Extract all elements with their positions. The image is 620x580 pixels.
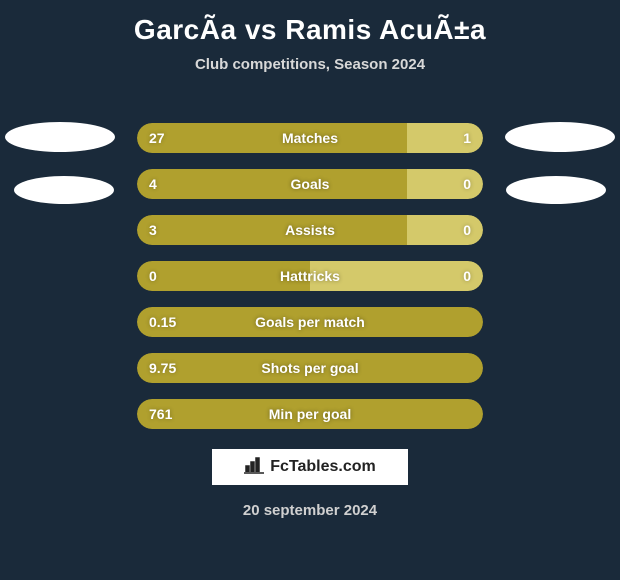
stat-value-left: 9.75 (149, 353, 176, 383)
stat-label: Shots per goal (137, 353, 483, 383)
stat-label: Goals per match (137, 307, 483, 337)
team-right-badge-2 (506, 176, 606, 204)
stat-value-left: 27 (149, 123, 165, 153)
chart-icon (244, 456, 264, 479)
watermark: FcTables.com (210, 447, 410, 487)
stat-label: Matches (137, 123, 483, 153)
stat-value-right: 1 (463, 123, 471, 153)
stat-value-left: 761 (149, 399, 172, 429)
stat-row: Assists3 0 (137, 215, 483, 245)
stat-value-right: 0 (463, 261, 471, 291)
date-text: 20 september 2024 (0, 502, 620, 519)
stat-label: Min per goal (137, 399, 483, 429)
stat-row: Matches27 1 (137, 123, 483, 153)
stat-label: Assists (137, 215, 483, 245)
stat-value-left: 4 (149, 169, 157, 199)
stat-value-right: 0 (463, 169, 471, 199)
stat-value-left: 0.15 (149, 307, 176, 337)
stat-value-left: 3 (149, 215, 157, 245)
watermark-text: FcTables.com (270, 458, 376, 476)
stat-row: Goals per match0.15 (137, 307, 483, 337)
subtitle: Club competitions, Season 2024 (0, 56, 620, 73)
team-right-badge-1 (505, 122, 615, 152)
stat-row: Min per goal761 (137, 399, 483, 429)
stat-row: Goals4 0 (137, 169, 483, 199)
team-left-badge-1 (5, 122, 115, 152)
stat-value-left: 0 (149, 261, 157, 291)
page-title: GarcÃ­a vs Ramis AcuÃ±a (0, 0, 620, 46)
stat-bars: Matches271Goals40Assists30Hattricks00Goa… (137, 123, 483, 445)
stat-value-right: 0 (463, 215, 471, 245)
stat-label: Hattricks (137, 261, 483, 291)
team-left-badge-2 (14, 176, 114, 204)
stat-row: Shots per goal9.75 (137, 353, 483, 383)
stat-row: Hattricks0 0 (137, 261, 483, 291)
stat-label: Goals (137, 169, 483, 199)
